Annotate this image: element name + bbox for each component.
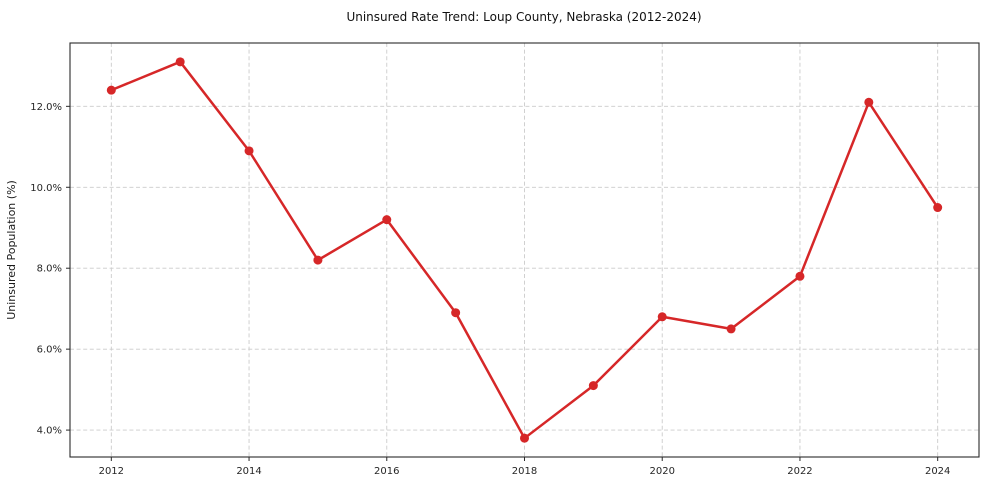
y-axis-label: Uninsured Population (%) [5, 180, 18, 320]
data-point [313, 255, 323, 265]
x-tick-label: 2016 [374, 466, 399, 477]
data-point [726, 324, 736, 334]
data-point [864, 97, 874, 107]
data-point [175, 57, 185, 67]
x-tick-label: 2020 [650, 466, 675, 477]
data-point [244, 146, 254, 156]
y-tick-label: 6.0% [37, 345, 62, 356]
y-tick-label: 8.0% [37, 264, 62, 275]
data-point [795, 271, 805, 281]
x-tick-label: 2024 [925, 466, 950, 477]
y-tick-label: 12.0% [30, 102, 62, 113]
data-point [451, 308, 461, 318]
x-tick-label: 2018 [512, 466, 537, 477]
x-tick-label: 2022 [787, 466, 812, 477]
chart-title: Uninsured Rate Trend: Loup County, Nebra… [346, 10, 701, 24]
y-tick-label: 10.0% [30, 183, 62, 194]
data-point [382, 215, 392, 225]
data-point [106, 85, 116, 95]
x-tick-label: 2014 [236, 466, 261, 477]
data-point [520, 433, 529, 443]
data-point [588, 381, 598, 391]
y-tick-label: 4.0% [37, 426, 62, 437]
plot-area: 2012 2014 2016 2018 2020 2022 2024 4.0% 6.0% 8.0%… [30, 42, 980, 477]
data-point [657, 312, 667, 322]
data-point [933, 203, 943, 213]
x-tick-label: 2012 [99, 466, 124, 477]
